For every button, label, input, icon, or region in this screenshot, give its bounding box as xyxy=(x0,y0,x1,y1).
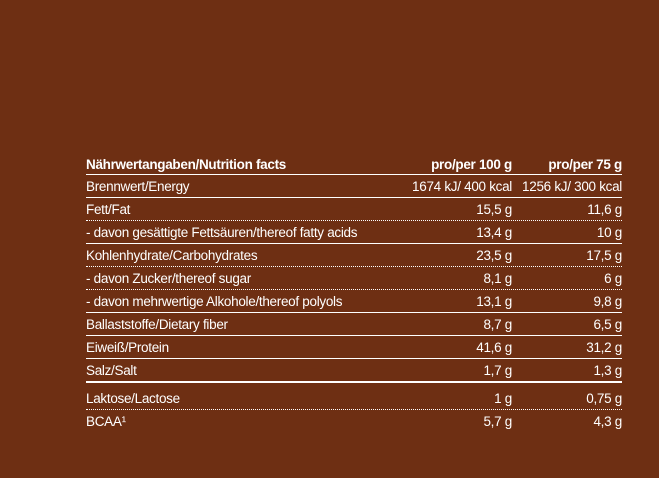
value-per-75g: 17,5 g xyxy=(586,247,622,263)
nutrition-row: - davon mehrwertige Alkohole/thereof pol… xyxy=(86,290,622,313)
nutrient-label: Fett/Fat xyxy=(86,201,131,217)
value-per-100g: 13,4 g xyxy=(476,224,512,240)
value-per-75g: 9,8 g xyxy=(593,293,622,309)
value-per-75g: 1,3 g xyxy=(593,362,622,378)
value-per-100g: 23,5 g xyxy=(476,247,512,263)
value-per-75g: 4,3 g xyxy=(593,413,622,429)
value-per-75g: 10 g xyxy=(596,224,622,240)
nutrition-header-row: Nährwertangaben/Nutrition facts pro/per … xyxy=(86,154,622,175)
nutrition-row: Salz/Salt 1,7 g 1,3 g xyxy=(86,359,622,383)
nutrient-label: - davon Zucker/thereof sugar xyxy=(86,270,251,286)
nutrient-label: - davon gesättigte Fettsäuren/thereof fa… xyxy=(86,224,358,240)
nutrition-row: Brennwert/Energy 1674 kJ/ 400 kcal 1256 kJ… xyxy=(86,175,622,198)
nutrient-label: Kohlenhydrate/Carbohydrates xyxy=(86,247,258,263)
value-per-100g: 15,5 g xyxy=(476,201,512,217)
nutrition-row: Ballaststoffe/Dietary fiber 8,7 g 6,5 g xyxy=(86,313,622,336)
value-per-100g: 13,1 g xyxy=(476,293,512,309)
header-per-75g: pro/per 75 g xyxy=(548,156,622,172)
nutrient-label: Laktose/Lactose xyxy=(86,390,180,406)
header-per-100g: pro/per 100 g xyxy=(431,156,512,172)
value-per-75g: 1256 kJ/ 300 kcal xyxy=(522,178,622,194)
value-per-100g: 8,1 g xyxy=(483,270,512,286)
nutrition-row: BCAA¹ 5,7 g 4,3 g xyxy=(86,410,622,432)
nutrition-table: Nährwertangaben/Nutrition facts pro/per … xyxy=(86,154,622,432)
nutrition-row: - davon gesättigte Fettsäuren/thereof fa… xyxy=(86,221,622,244)
nutrient-label: Salz/Salt xyxy=(86,362,137,378)
value-per-100g: 1,7 g xyxy=(483,362,512,378)
value-per-100g: 1674 kJ/ 400 kcal xyxy=(412,178,512,194)
value-per-75g: 11,6 g xyxy=(587,201,622,217)
nutrient-label: Brennwert/Energy xyxy=(86,178,190,194)
value-per-75g: 0,75 g xyxy=(586,390,622,406)
value-per-100g: 8,7 g xyxy=(483,316,512,332)
value-per-75g: 6 g xyxy=(604,270,622,286)
nutrition-row: Eiweiß/Protein 41,6 g 31,2 g xyxy=(86,336,622,359)
header-label: Nährwertangaben/Nutrition facts xyxy=(86,156,286,172)
nutrition-row: Laktose/Lactose 1 g 0,75 g xyxy=(86,387,622,410)
value-per-75g: 31,2 g xyxy=(586,339,622,355)
value-per-100g: 41,6 g xyxy=(476,339,512,355)
nutrient-label: BCAA¹ xyxy=(86,413,126,429)
nutrient-label: Eiweiß/Protein xyxy=(86,339,169,355)
nutrition-row: - davon Zucker/thereof sugar 8,1 g 6 g xyxy=(86,267,622,290)
nutrition-rows: Brennwert/Energy 1674 kJ/ 400 kcal 1256 kJ… xyxy=(86,175,622,432)
value-per-100g: 1 g xyxy=(494,390,512,406)
nutrition-row: Fett/Fat 15,5 g 11,6 g xyxy=(86,198,622,221)
value-per-100g: 5,7 g xyxy=(483,413,512,429)
value-per-75g: 6,5 g xyxy=(593,316,622,332)
nutrient-label: - davon mehrwertige Alkohole/thereof pol… xyxy=(86,293,343,309)
nutrient-label: Ballaststoffe/Dietary fiber xyxy=(86,316,228,332)
nutrition-row: Kohlenhydrate/Carbohydrates 23,5 g 17,5 g xyxy=(86,244,622,267)
